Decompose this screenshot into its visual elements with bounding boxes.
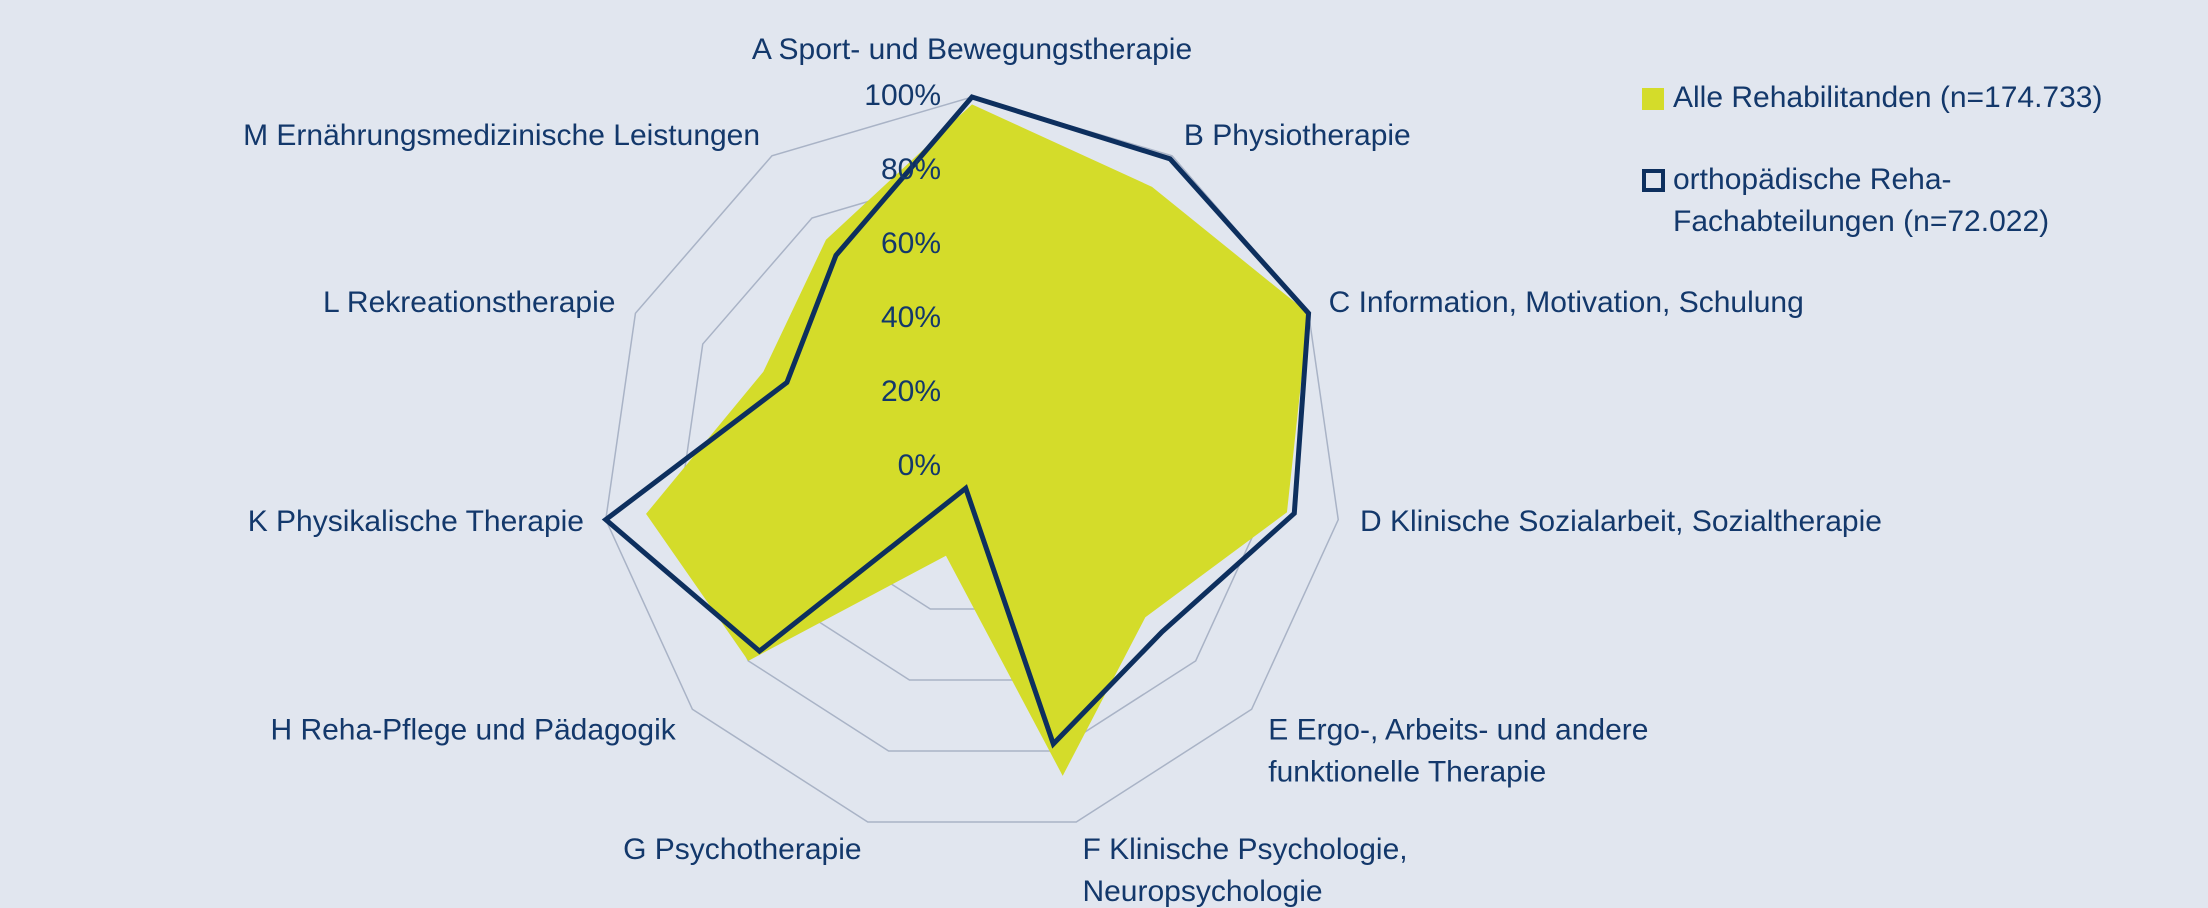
- r-tick-label: 20%: [881, 375, 941, 408]
- r-tick-label: 0%: [898, 449, 941, 482]
- category-label: A Sport- und Bewegungstherapie: [752, 33, 1192, 66]
- r-tick-label: 40%: [881, 301, 941, 334]
- category-label: G Psychotherapie: [623, 833, 861, 866]
- category-label: F Klinische Psychologie, Neuropsychologie: [1082, 833, 1407, 908]
- category-label: K Physikalische Therapie: [248, 505, 584, 538]
- series-line: [601, 94, 1312, 749]
- r-tick-label: 100%: [864, 79, 941, 112]
- category-label: L Rekreationstherapie: [323, 286, 615, 319]
- category-label: B Physiotherapie: [1184, 119, 1411, 152]
- legend-swatch: [1642, 169, 1665, 192]
- r-tick-label: 60%: [881, 227, 941, 260]
- category-label: E Ergo-, Arbeits- und andere funktionelle…: [1268, 714, 1648, 789]
- category-label: D Klinische Sozialarbeit, Sozialtherapie: [1360, 505, 1882, 538]
- category-label: M Ernährungsmedizinische Leistungen: [243, 119, 760, 152]
- legend-swatch: [1642, 88, 1664, 110]
- legend-label: Alle Rehabilitanden (n=174.733): [1673, 81, 2102, 114]
- category-label: C Information, Motivation, Schulung: [1329, 286, 1804, 319]
- legend-label: orthopädische Reha-Fachabteilungen (n=72…: [1673, 163, 2049, 238]
- r-tick-label: 80%: [881, 153, 941, 186]
- category-label: H Reha-Pflege und Pädagogik: [270, 714, 676, 747]
